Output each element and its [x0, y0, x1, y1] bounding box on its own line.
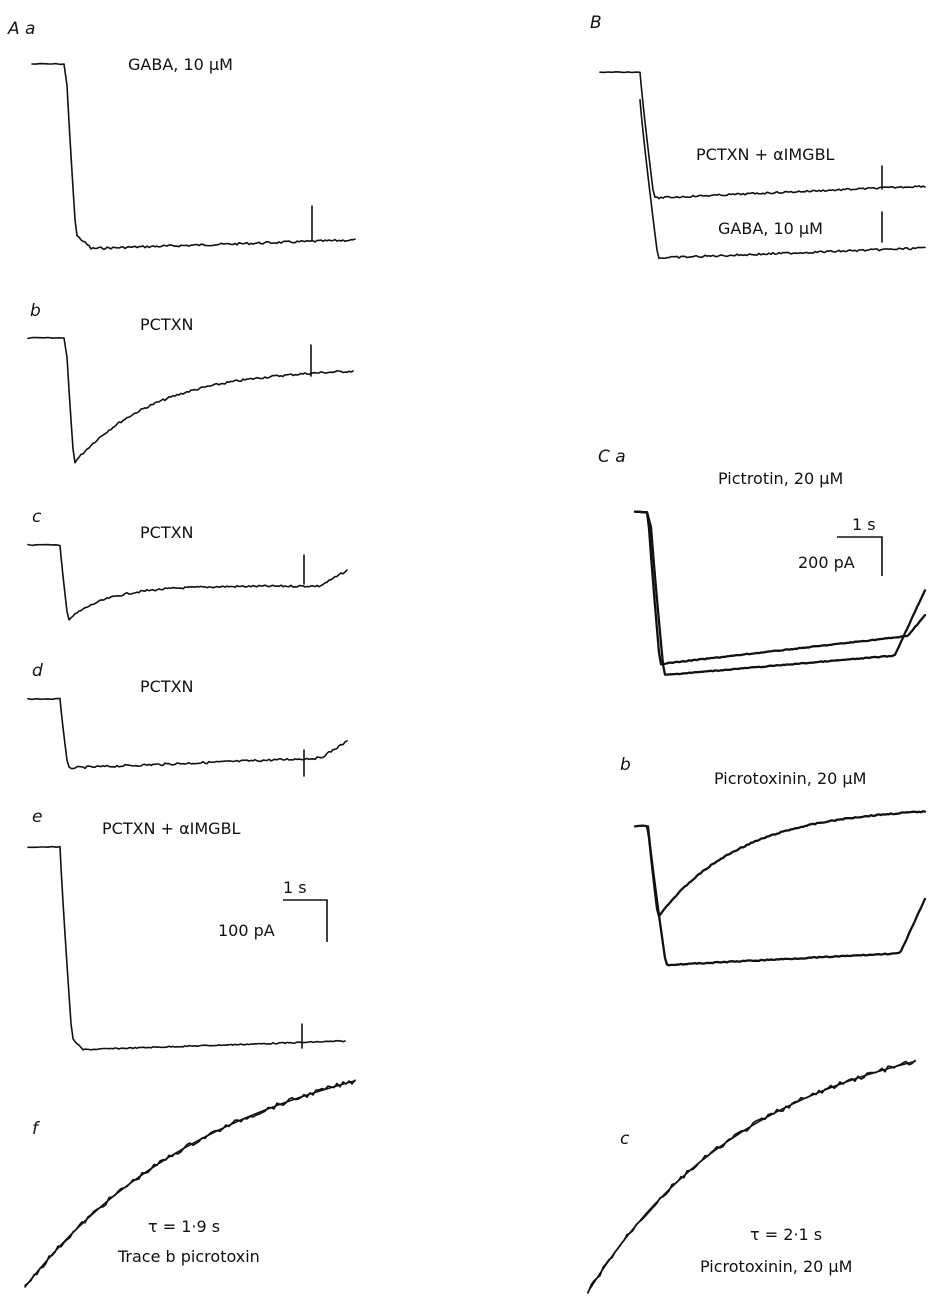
panel-label-Ac: c: [32, 507, 42, 527]
current-trace-Cc: [587, 1059, 916, 1294]
current-trace-Aa: [31, 62, 356, 250]
current-trace-Ac: [27, 543, 348, 621]
scale-bar-C-current: 200 pA: [798, 553, 855, 572]
scale-bar-A-current: 100 pA: [218, 921, 275, 940]
current-trace-Af: [24, 1079, 356, 1287]
current-trace-Cb-decay: [633, 810, 927, 918]
panel-label-Cc: c: [620, 1129, 630, 1149]
panel-label-Cb: b: [620, 755, 631, 775]
current-trace-Ca-1: [633, 510, 927, 666]
current-trace-B-gaba: [639, 99, 926, 260]
caption-Af: Trace b picrotoxin: [117, 1247, 260, 1266]
panel-label-Ad: d: [32, 661, 43, 681]
trace-label-Ca: Pictrotin, 20 μM: [718, 469, 843, 488]
scale-bar-C-time: 1 s: [852, 515, 876, 534]
scale-bar-C: [837, 536, 883, 576]
trace-label-Ac: PCTXN: [140, 523, 194, 542]
panel-label-Ab: b: [30, 301, 41, 321]
trace-label-B-bottom: GABA, 10 μM: [718, 219, 823, 238]
tau-label-Af: τ = 1·9 s: [148, 1217, 220, 1236]
trace-label-Ab: PCTXN: [140, 315, 194, 334]
current-trace-Ad: [27, 697, 348, 770]
trace-label-B-top: PCTXN + αIMGBL: [696, 145, 835, 164]
current-trace-B-pctxn: [599, 71, 926, 200]
trace-label-Cb: Picrotoxinin, 20 μM: [714, 769, 866, 788]
current-trace-Ca-2: [633, 510, 927, 676]
scale-bar-A: [283, 899, 328, 942]
trace-label-Ad: PCTXN: [140, 677, 194, 696]
current-trace-Cb-sustained: [646, 825, 927, 967]
panel-label-Af: f: [32, 1119, 41, 1139]
panel-label-B: B: [590, 13, 602, 33]
scale-bar-A-time: 1 s: [283, 878, 307, 897]
panel-label-Ae: e: [32, 807, 42, 827]
panel-label-Aa: A a: [7, 19, 35, 39]
current-trace-Ab: [27, 336, 354, 464]
caption-Cc: Picrotoxinin, 20 μM: [700, 1257, 852, 1276]
trace-label-Aa: GABA, 10 μM: [128, 55, 233, 74]
panel-label-Ca: C a: [598, 447, 626, 467]
current-trace-Ae: [27, 845, 346, 1051]
trace-label-Ae: PCTXN + αIMGBL: [102, 819, 241, 838]
tau-label-Cc: τ = 2·1 s: [750, 1225, 822, 1244]
